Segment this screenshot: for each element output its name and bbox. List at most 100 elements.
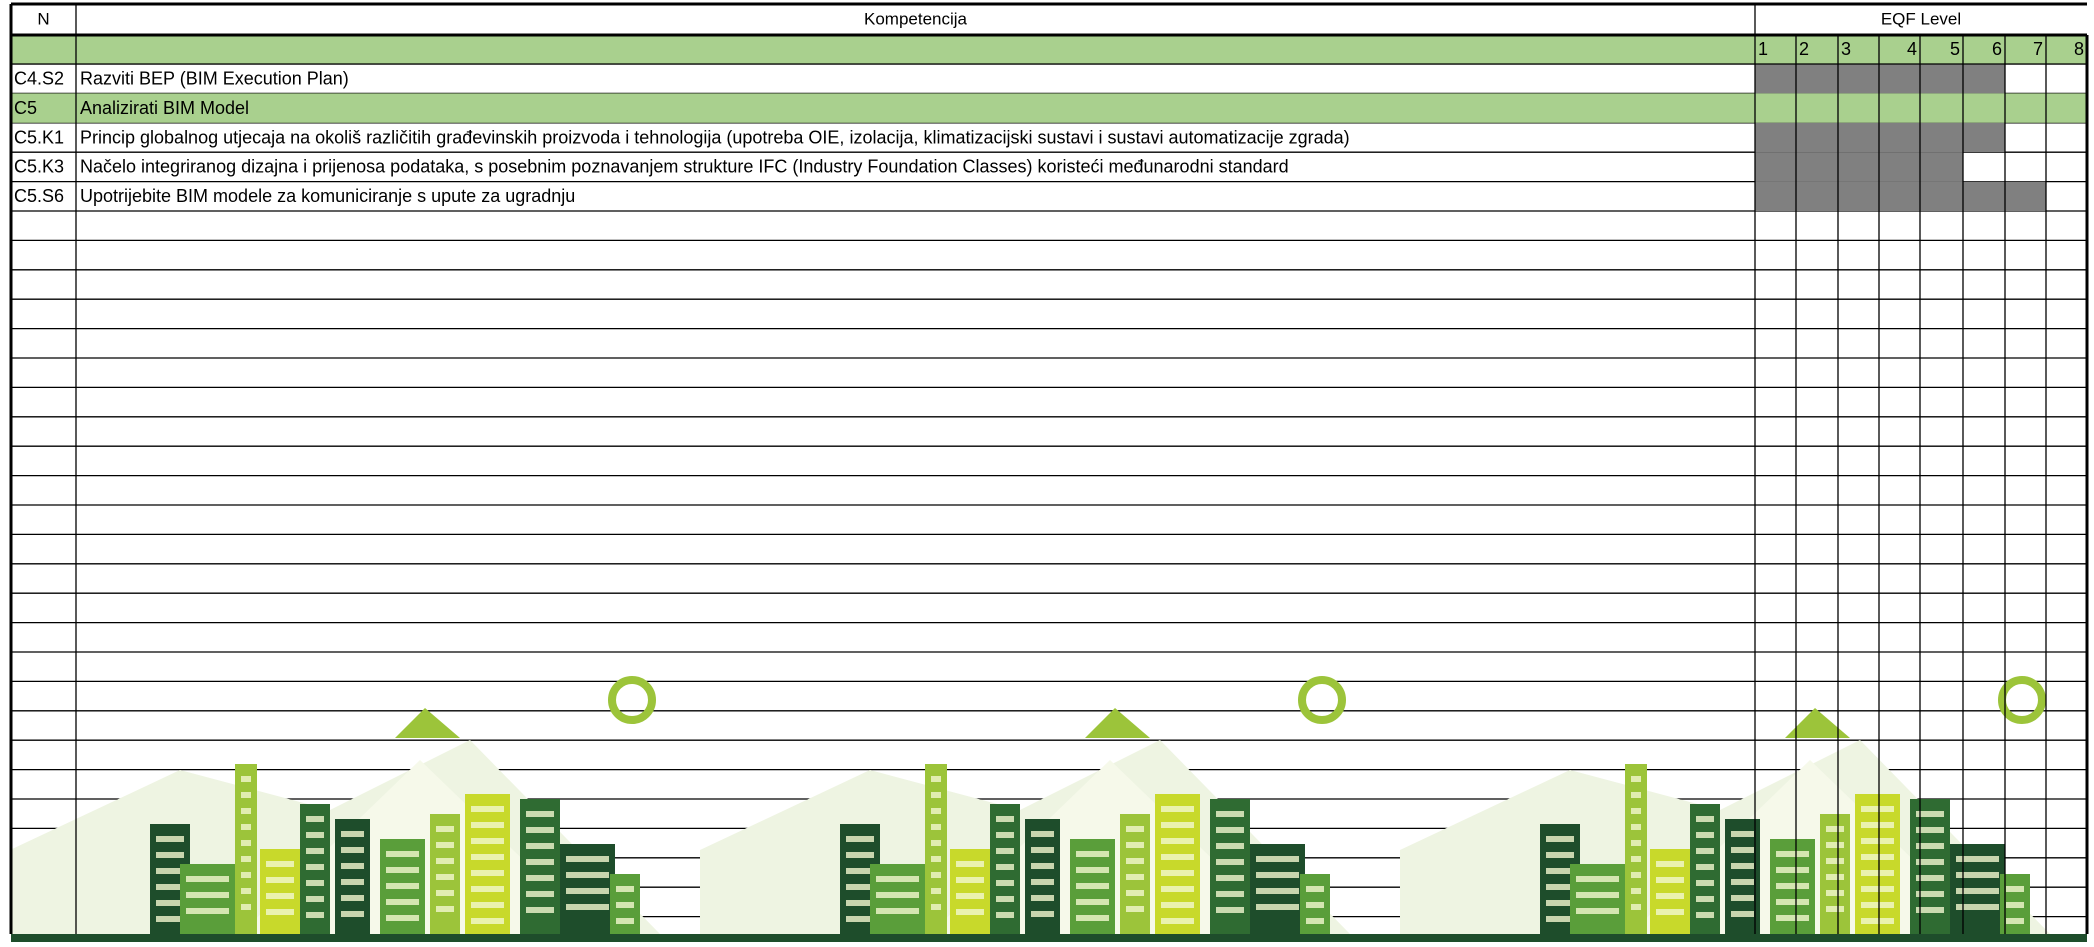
window	[1546, 868, 1574, 874]
window	[526, 859, 554, 865]
eqf-cell-shaded	[1838, 152, 1879, 181]
window	[1161, 886, 1194, 892]
level-number: 8	[2074, 39, 2084, 59]
window	[341, 879, 364, 885]
window	[1696, 816, 1714, 822]
window	[996, 896, 1014, 902]
building	[1570, 864, 1625, 934]
window	[846, 900, 874, 906]
building	[870, 864, 925, 934]
eqf-cell-shaded	[1879, 152, 1920, 181]
page: {"header": {"n": "N", "competency": "Kom…	[0, 0, 2094, 942]
window	[1731, 895, 1754, 901]
window	[1216, 827, 1244, 833]
window	[266, 861, 294, 867]
window	[386, 883, 419, 889]
window	[1696, 880, 1714, 886]
window	[2006, 918, 2024, 924]
window	[1031, 863, 1054, 869]
level-number: 3	[1841, 39, 1851, 59]
window	[846, 852, 874, 858]
window	[1826, 874, 1844, 880]
window	[1631, 856, 1641, 862]
window	[436, 906, 454, 912]
window	[306, 864, 324, 870]
eqf-cell-shaded	[1755, 64, 1796, 93]
window	[846, 836, 874, 842]
window	[471, 902, 504, 908]
window	[526, 907, 554, 913]
window	[471, 806, 504, 812]
eqf-cell-shaded	[1838, 64, 1879, 93]
window	[1776, 883, 1809, 889]
level-number: 4	[1907, 39, 1917, 59]
window	[1161, 854, 1194, 860]
window	[241, 808, 251, 814]
window	[186, 908, 229, 914]
window	[1031, 911, 1054, 917]
window	[436, 858, 454, 864]
window	[956, 861, 984, 867]
building	[1210, 799, 1250, 934]
window	[156, 884, 184, 890]
window	[1031, 879, 1054, 885]
window	[1631, 904, 1641, 910]
window	[2006, 902, 2024, 908]
window	[931, 792, 941, 798]
window	[846, 884, 874, 890]
window	[186, 876, 229, 882]
eqf-cell-shaded	[1879, 64, 1920, 93]
window	[241, 840, 251, 846]
window	[1031, 895, 1054, 901]
window	[1776, 851, 1809, 857]
building	[520, 799, 560, 934]
eqf-cell-shaded	[1920, 64, 1963, 93]
eqf-cell-shaded	[1796, 152, 1838, 181]
window	[436, 842, 454, 848]
row-text: Razviti BEP (BIM Execution Plan)	[80, 68, 349, 88]
level-number: 6	[1992, 39, 2002, 59]
window	[1126, 858, 1144, 864]
window	[1826, 842, 1844, 848]
window	[156, 852, 184, 858]
eqf-cell-shaded	[1796, 182, 1838, 211]
window	[1861, 886, 1894, 892]
window	[1126, 890, 1144, 896]
window	[566, 872, 609, 878]
window	[1861, 918, 1894, 924]
window	[956, 893, 984, 899]
window	[1631, 792, 1641, 798]
window	[1776, 899, 1809, 905]
window	[1826, 906, 1844, 912]
row-code: C5	[14, 98, 37, 118]
eqf-cell-shaded	[1755, 123, 1796, 152]
window	[996, 864, 1014, 870]
window	[1546, 916, 1574, 922]
window	[1696, 832, 1714, 838]
window	[1656, 893, 1684, 899]
window	[1216, 875, 1244, 881]
window	[341, 863, 364, 869]
building	[1910, 799, 1950, 934]
window	[566, 856, 609, 862]
window	[156, 916, 184, 922]
window	[931, 776, 941, 782]
window	[156, 868, 184, 874]
window	[266, 877, 294, 883]
window	[386, 899, 419, 905]
window	[1161, 902, 1194, 908]
window	[1216, 859, 1244, 865]
window	[1826, 858, 1844, 864]
window	[566, 904, 609, 910]
window	[1216, 843, 1244, 849]
building	[180, 864, 235, 934]
window	[996, 816, 1014, 822]
window	[471, 822, 504, 828]
window	[1546, 884, 1574, 890]
window	[1161, 918, 1194, 924]
window	[1076, 851, 1109, 857]
window	[1126, 906, 1144, 912]
window	[241, 888, 251, 894]
window	[266, 893, 294, 899]
row-text: Analizirati BIM Model	[80, 98, 249, 118]
